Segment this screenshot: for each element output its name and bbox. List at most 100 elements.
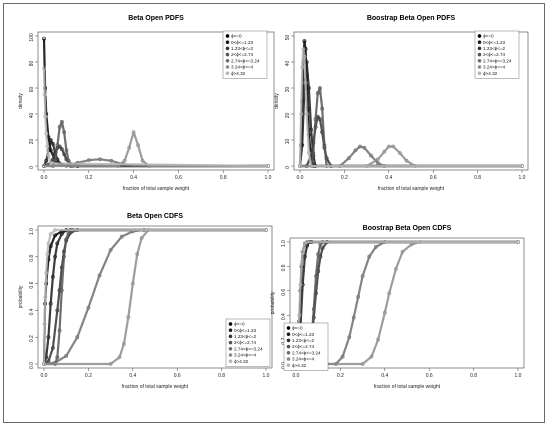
data-point [45, 144, 50, 149]
legend-label: 1.23<ϕ<=2 [231, 46, 254, 51]
data-point [318, 117, 322, 122]
plot-box [37, 31, 275, 171]
chart-title: Boostrap Beta Open CDFS [363, 225, 452, 232]
x-tick-label: 1.0 [519, 175, 526, 181]
legend-swatch [477, 52, 482, 57]
data-point [140, 158, 145, 163]
data-point [122, 341, 126, 346]
data-point [298, 164, 302, 168]
x-tick-label: 0.6 [174, 373, 181, 379]
data-point [367, 254, 372, 259]
data-point [126, 315, 131, 320]
data-point [62, 130, 67, 135]
data-point [318, 86, 322, 90]
legend-label: 2.74<ϕ<=3.24 [483, 58, 512, 63]
data-point [386, 144, 391, 149]
y-tick-label: 0 [29, 166, 35, 169]
legend-label: 3.24<ϕ<=4 [234, 353, 257, 358]
data-point [393, 266, 398, 271]
y-tick-label: 0 [285, 166, 291, 169]
legend-swatch [286, 338, 291, 343]
data-point [50, 274, 55, 279]
y-tick-label: 0.8 [29, 255, 35, 262]
data-point [98, 157, 102, 162]
data-point [300, 249, 305, 254]
data-point [44, 270, 49, 275]
series-line [42, 68, 269, 168]
x-tick-label: 0.6 [426, 373, 433, 379]
x-tick-label: 0.6 [175, 175, 182, 181]
data-point [44, 158, 49, 163]
series-4 [294, 240, 520, 366]
data-point [306, 86, 311, 90]
legend-label: 3.24<ϕ<=4 [231, 65, 254, 70]
legend-swatch [286, 350, 291, 355]
x-tick-label: 0.4 [381, 373, 388, 379]
x-tick-label: 1.0 [263, 373, 270, 379]
series-line [299, 115, 522, 168]
data-point [301, 47, 306, 51]
legend-label: ϕ>4.32 [231, 71, 246, 76]
legend-box [283, 322, 329, 371]
data-point [264, 228, 268, 232]
data-point [135, 252, 140, 257]
data-point [362, 145, 367, 150]
data-point [42, 36, 46, 41]
series-3 [298, 86, 524, 168]
data-point [375, 157, 380, 162]
data-point [43, 295, 48, 299]
legend-swatch [225, 34, 230, 38]
legend-swatch [477, 40, 482, 45]
series-line [44, 228, 266, 366]
data-point [391, 144, 396, 149]
legend-box [222, 30, 268, 79]
data-point [305, 243, 310, 248]
y-tick-label: 10 [285, 139, 291, 145]
series-line [296, 240, 518, 366]
data-point [59, 232, 64, 236]
x-tick-label: 1.0 [265, 175, 272, 181]
series-6 [42, 228, 268, 366]
legend-swatch [228, 328, 233, 333]
data-point [53, 228, 58, 232]
x-tick-label: 0.0 [41, 175, 48, 181]
plot-box [37, 225, 273, 369]
data-point [66, 158, 71, 163]
data-point [298, 282, 303, 287]
y-tick-label: 20 [29, 139, 35, 145]
x-tick-label: 0.6 [430, 175, 437, 181]
data-point [374, 244, 378, 249]
data-point [139, 236, 144, 240]
legend-swatch [225, 58, 230, 63]
series-line [298, 47, 522, 168]
legend: ϕ<=00<ϕ<=1.231.23<ϕ<=22<ϕ<=2.742.74<ϕ<=3… [225, 318, 271, 367]
legend-swatch [286, 363, 291, 368]
data-point [309, 164, 314, 168]
series-line [43, 120, 268, 168]
data-point [404, 158, 409, 163]
data-point [369, 153, 373, 158]
legend-label: ϕ<=0 [483, 34, 494, 39]
y-tick-label: 0.2 [29, 335, 35, 342]
data-point [351, 315, 356, 320]
data-point [360, 362, 365, 366]
data-point [302, 54, 307, 59]
data-point [387, 291, 392, 296]
y-tick-label: 1.0 [281, 240, 287, 247]
legend-swatch [228, 346, 233, 351]
y-tick-label: 0.4 [281, 313, 287, 320]
data-point [48, 161, 53, 166]
data-point [108, 362, 113, 366]
chart-p2: Boostrap Beta Open PDFS 0.0 0.2 0.4 0.6 0.8 1.… [274, 15, 529, 192]
legend-swatch [286, 332, 291, 337]
data-point [60, 147, 64, 152]
legend-swatch [228, 340, 233, 345]
data-point [320, 106, 325, 111]
legend: ϕ<=00<ϕ<=1.231.23<ϕ<=22<ϕ<=2.742.74<ϕ<=3… [474, 30, 520, 79]
legend-label: 1.23<ϕ<=2 [234, 334, 257, 339]
legend-label: 3.24<ϕ<=4 [483, 65, 506, 70]
series-line [295, 240, 518, 366]
data-point [382, 149, 387, 154]
legend-label: ϕ<=0 [234, 322, 245, 327]
